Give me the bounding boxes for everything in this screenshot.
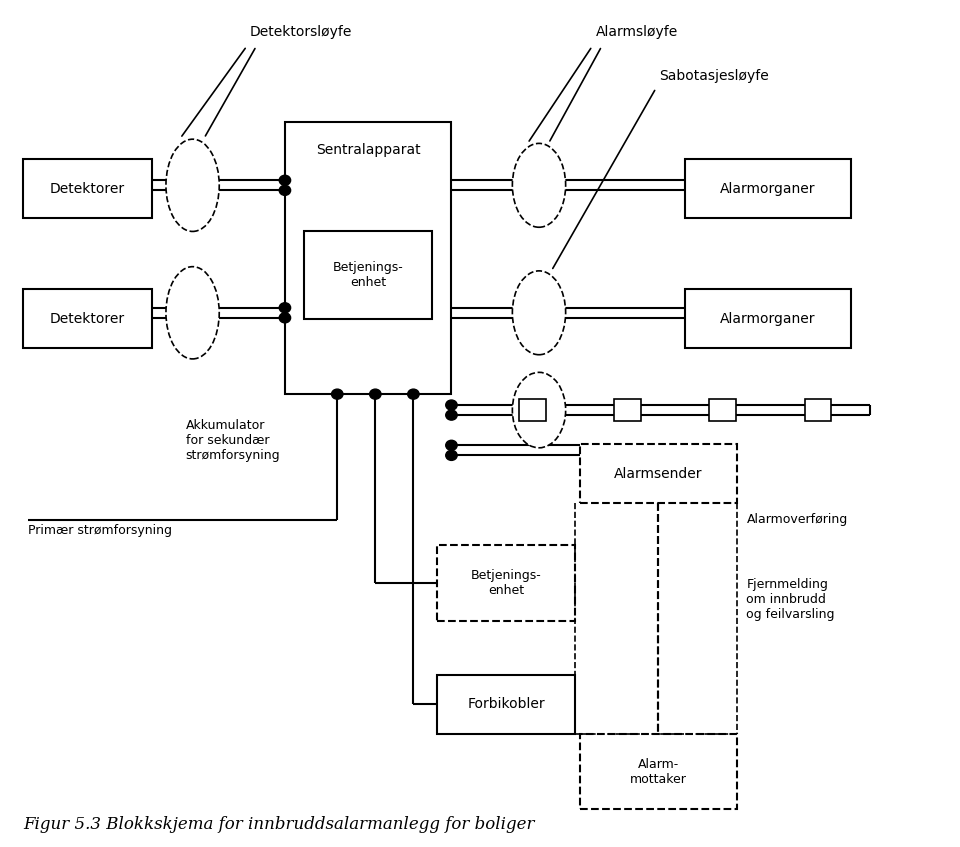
Text: Alarmsløyfe: Alarmsløyfe <box>596 25 679 40</box>
Text: Fjernmelding
om innbrudd
og feilvarsling: Fjernmelding om innbrudd og feilvarsling <box>747 579 835 621</box>
Circle shape <box>331 389 343 399</box>
FancyBboxPatch shape <box>23 159 152 218</box>
Circle shape <box>370 389 381 399</box>
Circle shape <box>445 440 457 451</box>
Text: Detektorer: Detektorer <box>50 181 125 196</box>
FancyBboxPatch shape <box>580 445 737 503</box>
Text: Alarmoverføring: Alarmoverføring <box>747 513 848 527</box>
FancyBboxPatch shape <box>437 675 575 734</box>
Text: Betjenings-
enhet: Betjenings- enhet <box>333 261 403 289</box>
Bar <box>519 399 545 421</box>
Text: Alarmorganer: Alarmorganer <box>720 312 816 325</box>
Text: Alarm-
mottaker: Alarm- mottaker <box>630 757 686 785</box>
Text: Akkumulator
for sekundær
strømforsyning: Akkumulator for sekundær strømforsyning <box>185 418 280 462</box>
Text: Detektorer: Detektorer <box>50 312 125 325</box>
Ellipse shape <box>513 271 565 355</box>
Text: Alarmorganer: Alarmorganer <box>720 181 816 196</box>
FancyBboxPatch shape <box>304 230 432 318</box>
FancyBboxPatch shape <box>580 734 737 809</box>
FancyBboxPatch shape <box>684 290 852 348</box>
Text: Sentralapparat: Sentralapparat <box>316 142 420 157</box>
Circle shape <box>445 451 457 461</box>
FancyBboxPatch shape <box>437 545 575 621</box>
Circle shape <box>279 185 291 196</box>
Ellipse shape <box>166 267 219 359</box>
Ellipse shape <box>513 143 565 227</box>
Circle shape <box>445 400 457 410</box>
Circle shape <box>408 389 420 399</box>
Ellipse shape <box>166 139 219 231</box>
FancyBboxPatch shape <box>23 290 152 348</box>
Bar <box>614 399 641 421</box>
Text: Primær strømforsyning: Primær strømforsyning <box>28 524 172 537</box>
Text: Sabotasjesløyfe: Sabotasjesløyfe <box>659 69 769 83</box>
Circle shape <box>279 302 291 313</box>
Text: Figur 5.3 Blokkskjema for innbruddsalarmanlegg for boliger: Figur 5.3 Blokkskjema for innbruddsalarm… <box>23 816 535 833</box>
Ellipse shape <box>513 373 565 448</box>
Bar <box>709 399 736 421</box>
Text: Betjenings-
enhet: Betjenings- enhet <box>470 569 541 597</box>
Circle shape <box>279 313 291 323</box>
FancyBboxPatch shape <box>684 159 852 218</box>
FancyBboxPatch shape <box>285 122 451 394</box>
Text: Detektorsløyfe: Detektorsløyfe <box>250 25 352 40</box>
Text: Alarmsender: Alarmsender <box>614 467 703 481</box>
Bar <box>804 399 831 421</box>
Circle shape <box>445 410 457 420</box>
Circle shape <box>279 175 291 185</box>
Text: Forbikobler: Forbikobler <box>468 697 545 711</box>
